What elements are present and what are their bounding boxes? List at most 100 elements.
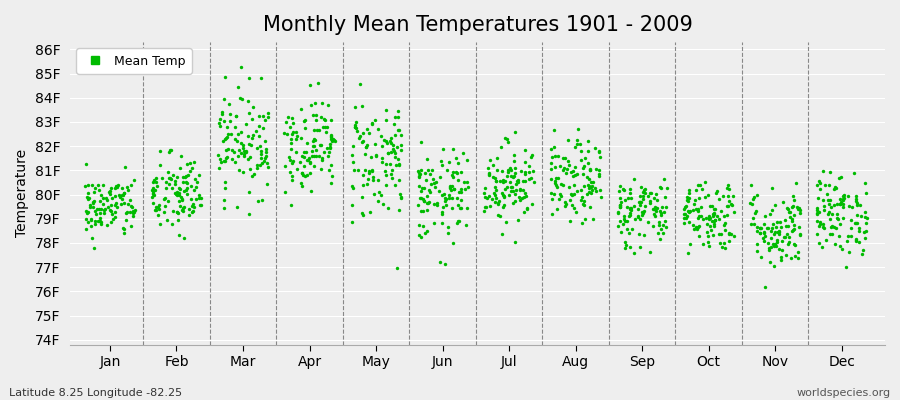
Point bbox=[580, 191, 594, 197]
Point bbox=[841, 192, 855, 199]
Point bbox=[261, 114, 275, 120]
Point bbox=[234, 64, 248, 70]
Point bbox=[324, 131, 338, 138]
Point bbox=[165, 221, 179, 228]
Point bbox=[762, 246, 777, 253]
Point bbox=[417, 185, 431, 191]
Point bbox=[371, 126, 385, 132]
Point bbox=[507, 174, 521, 180]
Point bbox=[280, 131, 294, 138]
Point bbox=[631, 206, 645, 212]
Point bbox=[237, 153, 251, 160]
Point bbox=[179, 186, 194, 193]
Point bbox=[416, 196, 430, 202]
Point bbox=[548, 179, 562, 186]
Point bbox=[506, 200, 520, 206]
Point bbox=[259, 160, 274, 166]
Point bbox=[634, 212, 649, 218]
Point bbox=[251, 198, 266, 204]
Point bbox=[753, 254, 768, 260]
Point bbox=[501, 169, 516, 175]
Point bbox=[412, 174, 427, 180]
Point bbox=[712, 231, 726, 238]
Point bbox=[358, 151, 373, 158]
Point bbox=[620, 226, 634, 232]
Point bbox=[435, 209, 449, 216]
Point bbox=[313, 165, 328, 172]
Point bbox=[760, 225, 775, 232]
Point bbox=[252, 132, 266, 139]
Point bbox=[414, 234, 428, 240]
Point bbox=[790, 249, 805, 256]
Point bbox=[581, 176, 596, 182]
Point bbox=[496, 191, 510, 198]
Point bbox=[852, 227, 867, 234]
Point bbox=[231, 166, 246, 173]
Point bbox=[148, 207, 163, 214]
Point bbox=[392, 161, 406, 167]
Point bbox=[749, 208, 763, 214]
Point bbox=[308, 100, 322, 107]
Point bbox=[325, 173, 339, 179]
Point bbox=[109, 183, 123, 189]
Point bbox=[859, 190, 873, 196]
Point bbox=[180, 161, 194, 168]
Point bbox=[632, 199, 646, 206]
Point bbox=[217, 157, 231, 164]
Point bbox=[623, 244, 637, 250]
Point bbox=[246, 132, 260, 138]
Point bbox=[843, 225, 858, 231]
Point bbox=[723, 238, 737, 244]
Point bbox=[653, 208, 668, 214]
Point bbox=[636, 192, 651, 199]
Point bbox=[820, 190, 834, 197]
Point bbox=[787, 221, 801, 228]
Point bbox=[512, 187, 526, 194]
Point bbox=[648, 190, 662, 197]
Point bbox=[449, 155, 464, 162]
Point bbox=[105, 195, 120, 202]
Point bbox=[620, 204, 634, 210]
Point bbox=[168, 189, 183, 196]
Point bbox=[517, 209, 531, 215]
Point bbox=[116, 225, 130, 232]
Point bbox=[677, 219, 691, 226]
Point bbox=[617, 245, 632, 252]
Point bbox=[176, 196, 190, 202]
Point bbox=[722, 229, 736, 236]
Point bbox=[436, 204, 450, 210]
Point bbox=[169, 191, 184, 197]
Point bbox=[92, 187, 106, 194]
Point bbox=[785, 228, 799, 234]
Point bbox=[836, 196, 850, 202]
Point bbox=[580, 174, 595, 180]
Point bbox=[81, 218, 95, 225]
Point bbox=[324, 180, 338, 186]
Point bbox=[849, 219, 863, 226]
Point bbox=[249, 161, 264, 168]
Point bbox=[437, 260, 452, 267]
Point bbox=[92, 206, 106, 212]
Point bbox=[822, 182, 836, 188]
Point bbox=[98, 206, 112, 212]
Point bbox=[832, 233, 846, 240]
Point bbox=[416, 223, 430, 230]
Point bbox=[646, 206, 661, 212]
Point bbox=[319, 129, 333, 136]
Point bbox=[768, 202, 782, 208]
Point bbox=[724, 230, 739, 237]
Point bbox=[254, 148, 268, 154]
Point bbox=[850, 200, 864, 206]
Point bbox=[86, 198, 101, 204]
Point bbox=[583, 167, 598, 174]
Point bbox=[127, 177, 141, 183]
Point bbox=[373, 188, 387, 195]
Point bbox=[289, 136, 303, 142]
Point bbox=[188, 184, 202, 190]
Point bbox=[148, 186, 162, 193]
Point bbox=[78, 160, 93, 167]
Point bbox=[217, 118, 231, 124]
Point bbox=[592, 154, 607, 160]
Point bbox=[514, 168, 528, 174]
Point bbox=[788, 252, 802, 259]
